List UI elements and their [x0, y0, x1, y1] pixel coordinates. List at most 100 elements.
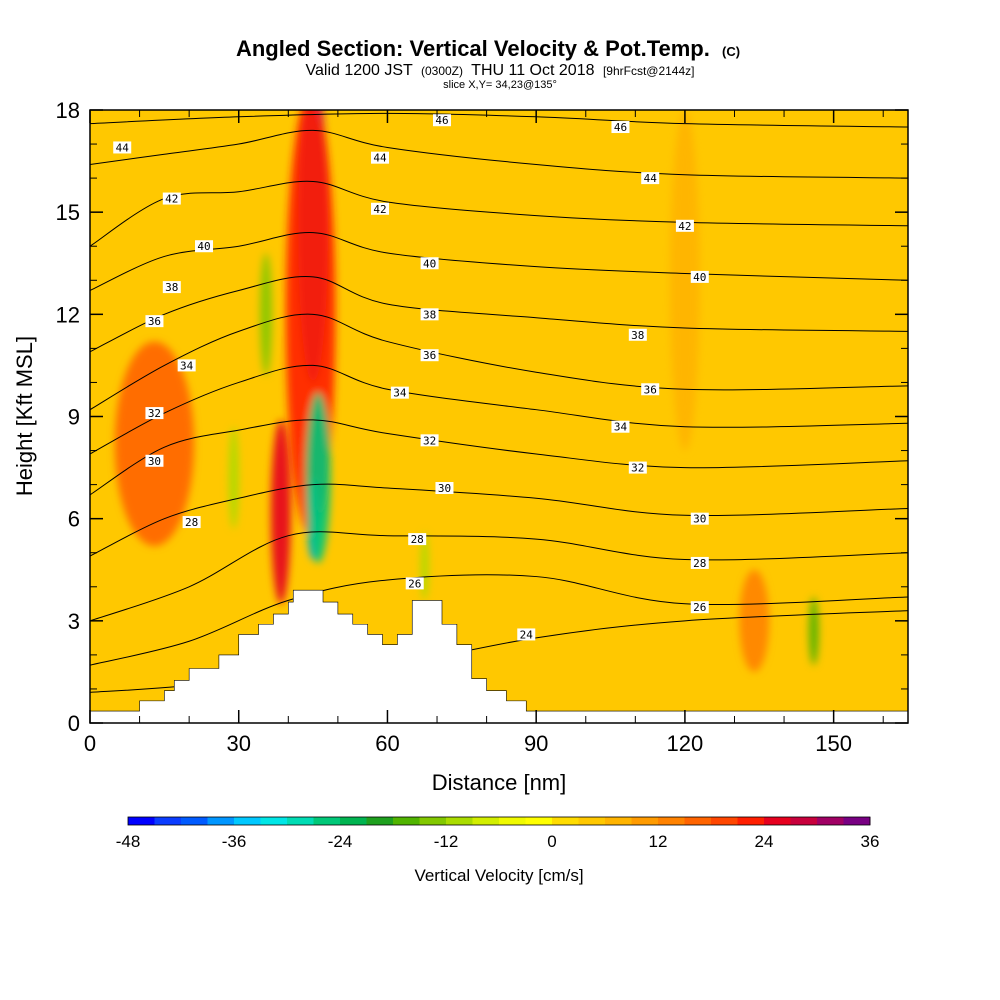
colorbar-swatch [790, 817, 818, 825]
y-tick-label: 12 [56, 302, 80, 327]
colorbar-swatch [499, 817, 526, 825]
contour-label-bg [690, 556, 709, 569]
colorbar-swatch [737, 817, 765, 825]
x-tick-label: 90 [524, 731, 548, 756]
terrain [90, 589, 908, 723]
colorbar-tick-label: 24 [755, 832, 774, 851]
contour-label-text: 38 [165, 281, 178, 294]
colorbar-swatch [207, 817, 235, 825]
contour-label: 46 [432, 114, 451, 127]
y-tick-label: 15 [56, 200, 80, 225]
colorbar-swatch [287, 817, 314, 825]
colorbar-tick-label: -48 [116, 832, 141, 851]
colorbar-swatch [393, 817, 420, 825]
contour-label-bg [420, 434, 439, 447]
colorbar-swatch [843, 817, 871, 825]
colorbar-swatch [446, 817, 473, 825]
isentrope-36 [90, 313, 908, 411]
contour-label-text: 40 [197, 240, 210, 253]
isentrope-38 [90, 276, 908, 353]
velocity-cell [305, 392, 331, 563]
y-tick-label: 18 [56, 98, 80, 123]
subtitle-forecast: [9hrFcst@2144z] [603, 64, 695, 78]
contour-label-text: 38 [631, 329, 644, 342]
x-tick-label: 150 [815, 731, 852, 756]
contour-label-bg [611, 121, 630, 134]
contour-label: 34 [390, 386, 409, 400]
colorbar-tick-label: 0 [547, 832, 556, 851]
contour-label: 42 [371, 202, 390, 216]
contour-label-text: 36 [148, 315, 161, 328]
contour-label-bg [420, 257, 439, 270]
colorbar-tick-label: -24 [328, 832, 353, 851]
plot-area [90, 110, 908, 723]
contour-label-bg [435, 482, 454, 495]
contour-label-bg [195, 240, 214, 253]
contour-label: 28 [408, 533, 427, 546]
colorbar-tick-label: 12 [649, 832, 668, 851]
x-tick-label: 120 [667, 731, 704, 756]
contour-label-bg [371, 151, 390, 164]
subtitle-date: THU 11 Oct 2018 [471, 62, 594, 79]
x-axis-title: Distance [nm] [432, 770, 567, 795]
contour-label: 40 [195, 240, 214, 253]
contour-label-text: 42 [678, 220, 691, 233]
chart-title: Angled Section: Vertical Velocity & Pot.… [236, 36, 710, 61]
contour-label: 36 [145, 315, 164, 328]
contour-label-bg [145, 315, 164, 328]
contour-label: 30 [690, 512, 709, 526]
colorbar-frame [127, 816, 871, 826]
contour-label-text: 46 [435, 114, 448, 127]
contour-label-bg [432, 114, 451, 127]
colorbar-swatch [313, 817, 341, 825]
contour-label: 42 [675, 219, 694, 233]
contour-label-bg [675, 219, 694, 232]
contour-label-text: 40 [693, 271, 706, 284]
contour-label-bg [177, 359, 196, 372]
contour-label-bg [145, 454, 164, 467]
contour-label-bg [371, 202, 390, 215]
contour-label-text: 36 [644, 383, 657, 396]
colorbar-swatch [472, 817, 500, 825]
contour-label-bg [628, 328, 647, 341]
contour-label: 36 [641, 383, 660, 396]
contour-label: 44 [371, 151, 390, 165]
velocity-cell [260, 253, 272, 376]
contour-label-bg [690, 601, 709, 614]
colorbar-swatch [631, 817, 659, 825]
colorbar-tick-label: -12 [434, 832, 459, 851]
contour-labels: 46 46 44 44 44 42 42 42 40 40 40 38 38 38 36 36 36 34 34 34… [113, 114, 709, 641]
colorbar-swatch [605, 817, 632, 825]
terrain-profile [90, 589, 908, 723]
contour-label-text: 30 [148, 455, 161, 468]
contour-label-text: 32 [423, 434, 436, 447]
colorbar-swatch [578, 817, 606, 825]
y-tick-label: 3 [68, 609, 80, 634]
contour-label-bg [145, 407, 164, 420]
contour-label-bg [641, 383, 660, 396]
contour-label: 38 [628, 328, 647, 342]
contour-label-text: 34 [393, 387, 407, 400]
contour-label: 24 [517, 628, 536, 641]
contour-label-text: 42 [165, 193, 178, 206]
contour-label: 42 [162, 192, 181, 206]
contour-label: 32 [628, 461, 647, 475]
isentrope-34 [90, 364, 908, 455]
contour-label-bg [420, 308, 439, 321]
contour-label: 30 [435, 482, 454, 495]
contour-label-text: 36 [423, 349, 436, 362]
velocity-cell [270, 419, 291, 604]
velocity-cell [114, 341, 195, 546]
colorbar-swatch [684, 817, 712, 825]
y-tick-label: 0 [68, 711, 80, 736]
y-axis-title: Height [Kft MSL] [12, 336, 37, 496]
contour-label: 40 [690, 270, 709, 284]
contour-label-text: 38 [423, 308, 436, 321]
contour-label-text: 44 [644, 172, 658, 185]
colorbar-swatch [552, 817, 579, 825]
contour-label: 34 [611, 420, 630, 434]
isentrope-44 [90, 129, 908, 179]
velocity-cell [808, 596, 819, 666]
